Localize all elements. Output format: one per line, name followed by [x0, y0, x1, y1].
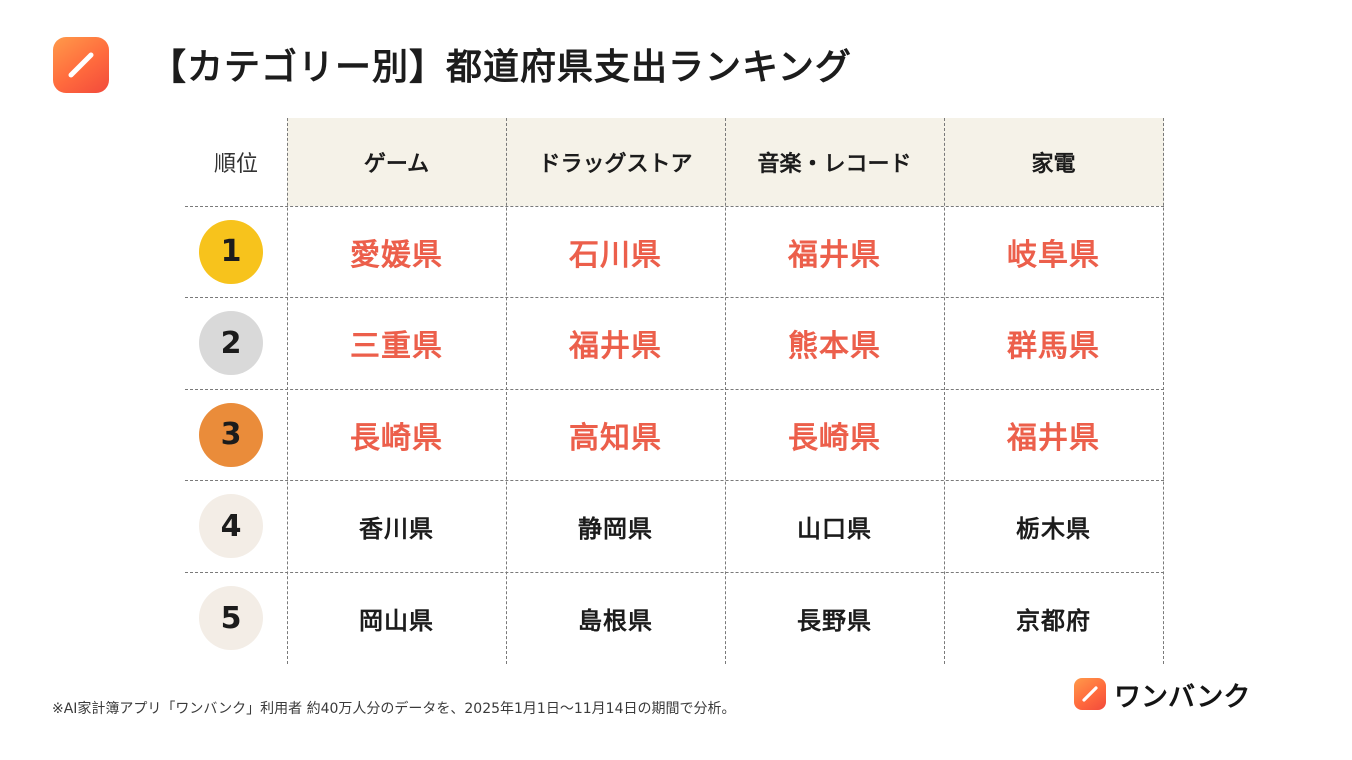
table-cell: 京都府: [1016, 606, 1091, 635]
table-cell: 石川県: [569, 237, 662, 273]
column-divider: [1163, 118, 1164, 664]
table-cell: 熊本県: [788, 329, 881, 364]
table-cell: 長崎県: [350, 420, 443, 456]
column-divider: [287, 118, 288, 664]
table-cell: 高知県: [569, 420, 662, 456]
rank-cell: 4: [185, 480, 277, 572]
row-divider: [185, 297, 1164, 298]
table-cell: 福井県: [788, 237, 881, 273]
column-divider: [506, 118, 507, 664]
table-cell: 山口県: [797, 514, 872, 543]
rank-badge-2: 2: [199, 311, 263, 375]
rank-cell: 5: [185, 572, 277, 664]
column-header-music: 音楽・レコード: [757, 152, 912, 177]
table-cell: 群馬県: [1007, 329, 1100, 364]
rank-cell: 2: [185, 297, 277, 389]
column-divider: [725, 118, 726, 664]
column-header-game: ゲーム: [363, 152, 430, 177]
row-divider: [185, 480, 1164, 481]
table-cell: 三重県: [350, 329, 443, 364]
table-cell: 福井県: [569, 329, 662, 364]
page-title: 【カテゴリー別】都道府県支出ランキング: [150, 47, 852, 88]
brand-name: ワンバンク: [1114, 681, 1251, 713]
footnote: ※AI家計簿アプリ「ワンバンク」利用者 約40万人分のデータを、2025年1月1…: [52, 701, 736, 717]
table-cell: 静岡県: [578, 514, 653, 543]
row-divider: [185, 572, 1164, 573]
rank-badge-5: 5: [199, 586, 263, 650]
column-header-appliances: 家電: [1031, 152, 1076, 177]
table-cell: 栃木県: [1016, 514, 1091, 543]
row-divider: [185, 206, 1164, 207]
rank-badge-1: 1: [199, 219, 263, 284]
rank-badge-4: 4: [199, 494, 263, 558]
table-cell: 長崎県: [788, 420, 881, 456]
column-divider: [944, 118, 945, 664]
rank-badge-3: 3: [199, 402, 263, 467]
table-cell: 福井県: [1007, 420, 1100, 456]
rank-header: 順位: [213, 152, 258, 177]
table-cell: 長野県: [797, 606, 872, 635]
table-cell: 香川県: [359, 514, 434, 543]
app-logo-icon: [53, 37, 109, 93]
row-divider: [185, 389, 1164, 390]
table-cell: 岐阜県: [1007, 237, 1100, 273]
pencil-icon: [68, 52, 94, 78]
pencil-icon: [1082, 686, 1098, 702]
brand-icon: [1074, 678, 1106, 710]
rank-cell: 1: [185, 206, 277, 297]
table-cell: 愛媛県: [350, 237, 443, 273]
brand-logo: ワンバンク: [1074, 674, 1250, 714]
column-header-drugstore: ドラッグストア: [538, 152, 693, 177]
table-cell: 岡山県: [359, 606, 434, 635]
rank-cell: 3: [185, 389, 277, 480]
ranking-table: 順位 ゲーム ドラッグストア 音楽・レコード 家電 1 愛媛県 石川県 福井県 …: [185, 118, 1164, 664]
table-cell: 島根県: [578, 606, 653, 635]
